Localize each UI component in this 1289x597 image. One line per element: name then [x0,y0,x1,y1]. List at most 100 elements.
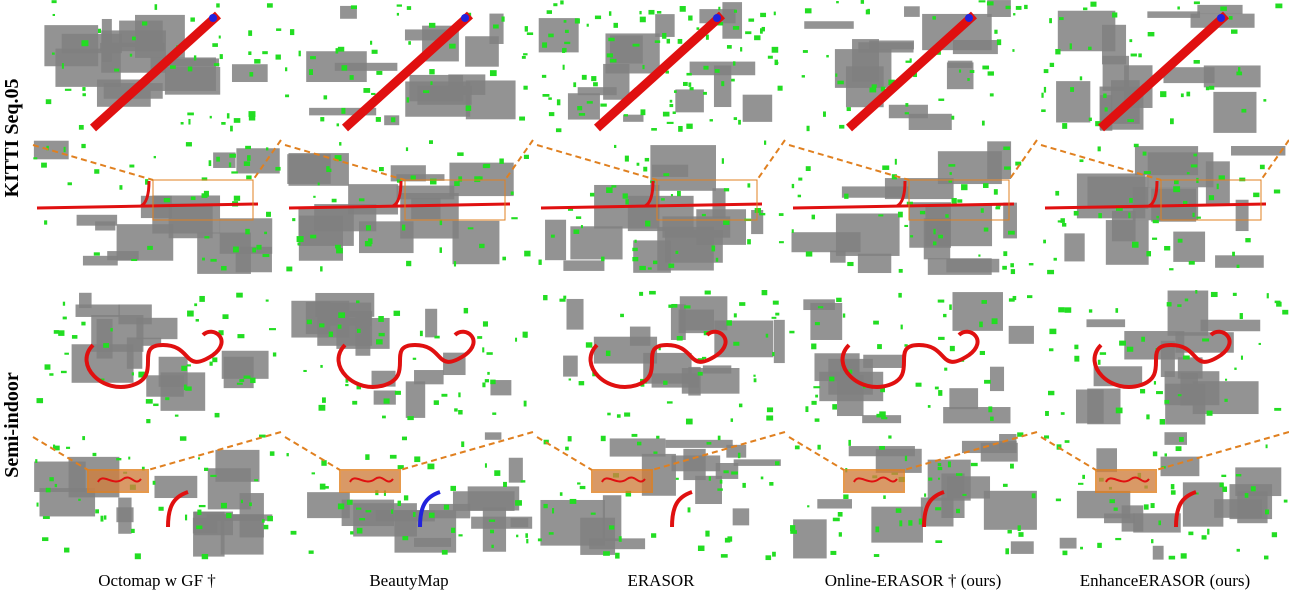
dynamic-points [932,16,935,19]
dynamic-points [307,320,312,325]
dynamic-points [511,217,517,219]
dynamic-points [1049,329,1056,334]
dynamic-points [1259,343,1261,345]
dynamic-points [613,23,618,28]
dynamic-points [82,87,85,91]
dynamic-points [1165,453,1167,456]
dynamic-points [62,63,64,69]
dynamic-points [721,81,724,86]
static-points [804,21,854,29]
dynamic-points [356,508,361,510]
dynamic-points [705,531,709,537]
dynamic-points [731,471,738,474]
dynamic-points [335,245,341,249]
dynamic-points [248,30,252,36]
dynamic-points [938,467,943,470]
dynamic-points [515,338,517,342]
dynamic-points [1044,69,1049,73]
dynamic-points [72,335,77,339]
dynamic-points [1127,119,1134,122]
dynamic-points [309,550,314,553]
static-points [863,355,903,368]
dynamic-points [874,554,879,557]
dynamic-points [319,405,326,411]
dynamic-points [1284,500,1288,503]
dynamic-points [1181,553,1187,558]
dynamic-points [748,18,754,21]
dynamic-points [1238,67,1240,72]
dynamic-points [239,379,244,382]
dynamic-points [229,162,231,167]
dynamic-points [1237,265,1240,268]
dynamic-points [129,165,134,168]
dynamic-points [266,212,271,217]
dynamic-points [949,304,952,309]
dynamic-points [609,11,611,16]
dynamic-points [615,553,620,559]
dynamic-points [324,95,328,99]
dynamic-points [1191,164,1197,167]
dynamic-points [363,88,370,93]
dynamic-points [573,229,579,233]
dynamic-points [643,167,647,172]
dynamic-points [1105,107,1108,111]
column-label: EnhanceERASOR (ours) [1080,571,1250,590]
dynamic-points [1192,213,1194,217]
dynamic-points [338,325,342,329]
dynamic-points [1169,268,1173,270]
dynamic-points [1013,296,1017,300]
dynamic-points [458,176,462,181]
dynamic-points [984,380,991,384]
dynamic-points [94,252,100,255]
dynamic-points [130,54,132,57]
dynamic-points [761,477,764,480]
dynamic-points [606,187,612,193]
static-points [904,6,920,17]
dynamic-points [1177,6,1179,9]
dynamic-points [1115,308,1118,313]
dynamic-points [731,418,733,422]
dynamic-points [395,391,401,395]
dynamic-points [1224,399,1227,402]
dynamic-points [53,14,55,16]
dynamic-points [1217,184,1219,189]
dynamic-points [202,554,208,559]
dynamic-points [663,173,669,176]
zoom-link [1009,140,1037,180]
dynamic-points [444,505,449,510]
dynamic-points [938,337,945,340]
dynamic-points [611,185,616,187]
dynamic-points [952,198,957,204]
dynamic-points [908,520,912,525]
static-points [657,227,714,271]
static-points [76,304,120,316]
dynamic-points [241,500,243,503]
static-points [1077,173,1145,218]
dynamic-points [817,445,820,450]
dynamic-points [320,484,326,490]
dynamic-points [879,446,885,450]
dynamic-points [41,163,47,168]
dynamic-points [64,548,69,553]
dynamic-points [798,195,801,198]
dynamic-points [1206,87,1209,91]
dynamic-points [527,32,533,35]
dynamic-points [586,342,592,347]
dynamic-points [684,305,690,308]
dynamic-points [898,212,903,218]
dynamic-points [204,468,208,471]
dynamic-points [982,66,989,70]
dynamic-points [338,503,344,509]
dynamic-points [523,332,528,338]
static-points [1009,326,1034,344]
dynamic-points [227,113,230,118]
dynamic-points [667,39,670,44]
dynamic-points [1002,266,1007,270]
dynamic-points [402,225,405,231]
dynamic-points [297,236,304,242]
dynamic-points [591,76,596,81]
dynamic-points [1167,302,1172,306]
dynamic-points [961,184,967,190]
dynamic-points [231,171,238,173]
dynamic-points [82,436,85,440]
